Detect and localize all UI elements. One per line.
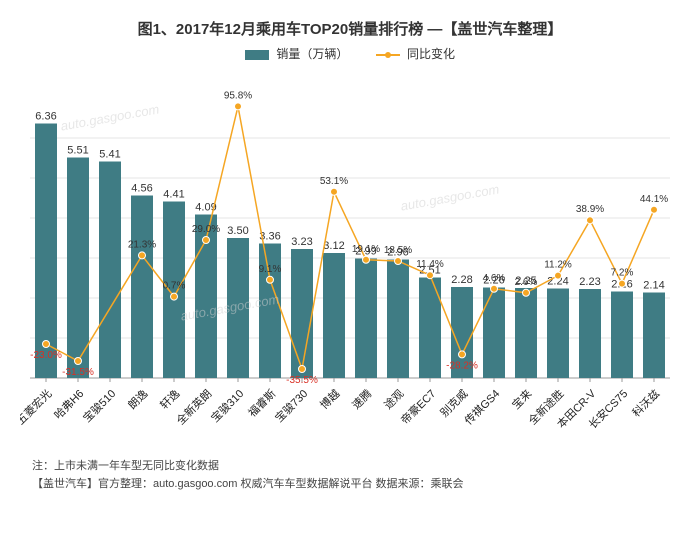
bar-value: 2.14 [643,279,664,291]
trend-point [43,341,50,348]
trend-point [75,358,82,365]
pct-label: 2.6% [515,277,538,288]
pct-label: 21.3% [128,239,156,250]
chart-title: 图1、2017年12月乘用车TOP20销量排行榜 —【盖世汽车整理】 [20,10,680,43]
x-label: 速腾 [349,386,374,411]
pct-label: 11.2% [544,260,572,271]
x-label: 福睿斯 [245,386,278,419]
x-label: 途观 [381,386,406,411]
legend-line: 同比变化 [376,45,455,62]
bar [99,162,121,378]
bar [291,249,313,378]
pct-label: 44.1% [640,194,668,205]
bar-value: 4.41 [163,189,184,201]
x-label: 帝豪EC7 [398,386,439,427]
trend-point [651,206,658,213]
pct-label: 53.1% [320,176,348,187]
bar [483,288,505,378]
bar-value: 6.36 [35,111,56,123]
trend-point [235,103,242,110]
bar-value: 3.50 [227,225,248,237]
x-label: 宝骏730 [272,386,310,424]
pct-label: 7.2% [611,268,634,279]
bar-value: 5.51 [67,145,88,157]
x-label: 博越 [317,386,342,411]
trend-point [363,256,370,263]
bar [35,124,57,378]
x-label: 宝骏310 [208,386,246,424]
trend-point [299,366,306,373]
x-label: 五菱宏光 [20,386,54,427]
trend-point [523,289,530,296]
bar [547,288,569,378]
bar [611,292,633,378]
trend-point [555,272,562,279]
bar-value: 5.41 [99,149,120,161]
x-label: 别克威 [438,387,471,420]
trend-point [139,252,146,259]
pct-label: -31.5% [62,367,94,378]
bar [387,260,409,378]
trend-point [491,285,498,292]
pct-label: -28.2% [446,360,478,371]
pct-label: 11.4% [416,259,444,270]
trend-point [331,188,338,195]
pct-label: 95.8% [224,90,252,101]
footnotes: 注：上市未满一年车型无同比变化数据 【盖世汽车】官方整理：auto.gasgoo… [20,450,680,493]
pct-label: 0.7% [163,281,186,292]
bar [515,288,537,378]
trend-point [587,217,594,224]
pct-label: 29.0% [192,224,220,235]
x-label: 朗逸 [126,387,151,412]
legend: 销量（万辆） 同比变化 [20,43,680,70]
bar-value: 2.23 [579,276,600,288]
trend-point [267,276,274,283]
trend-point [395,258,402,265]
x-label: 传祺GS4 [462,387,502,427]
chart-area: 6.36五菱宏光5.51哈弗H65.41宝骏5104.56朗逸4.41轩逸4.0… [20,70,680,450]
pct-label: 4.6% [483,273,506,284]
pct-label: 18.5% [384,245,412,256]
trend-point [203,237,210,244]
trend-point [171,293,178,300]
bar [67,158,89,378]
bar-value: 3.12 [323,240,344,252]
pct-label: -35.5% [286,375,318,386]
footnote-2: 【盖世汽车】官方整理：auto.gasgoo.com 权威汽车车型数据解说平台 … [32,476,668,494]
trend-point [427,272,434,279]
pct-label: 19.1% [352,244,380,255]
trend-point [619,280,626,287]
bar-value: 2.28 [451,274,472,286]
pct-label: -23.0% [30,350,62,361]
x-label: 宝骏510 [80,386,118,424]
legend-bar: 销量（万辆） [245,45,348,62]
pct-label: 9.1% [259,264,282,275]
bar [579,289,601,378]
x-label: 全新英朗 [173,386,214,427]
bar [355,258,377,378]
bar [227,238,249,378]
bar [643,292,665,378]
footnote-1: 注：上市未满一年车型无同比变化数据 [32,458,668,476]
x-label: 宝来 [509,386,534,411]
bar-value: 4.56 [131,183,152,195]
x-label: 科沃兹 [629,386,662,419]
bar [323,253,345,378]
bar [131,196,153,378]
legend-line-label: 同比变化 [407,47,455,61]
bar-value: 3.23 [291,236,312,248]
pct-label: 38.9% [576,204,604,215]
x-label: 轩逸 [157,386,182,411]
legend-bar-label: 销量（万辆） [276,47,348,61]
trend-point [459,351,466,358]
